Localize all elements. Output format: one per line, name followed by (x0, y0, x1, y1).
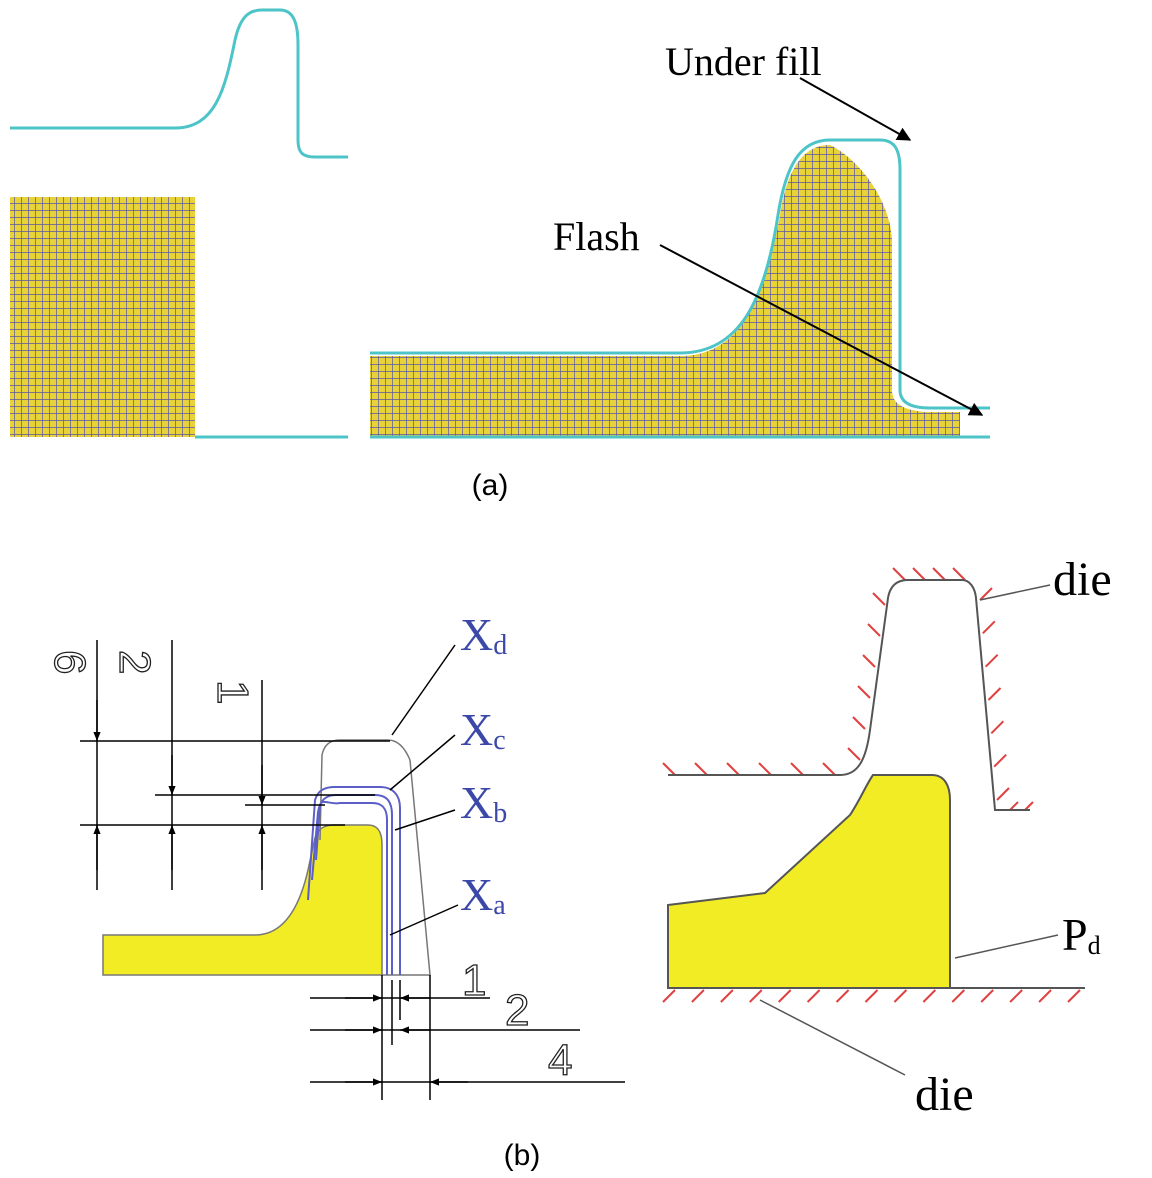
hatch (996, 787, 1010, 801)
billet-mesh (10, 197, 195, 437)
hatch (980, 989, 994, 1003)
forged-mesh (370, 145, 960, 437)
hatch (979, 587, 993, 601)
die-outline (370, 138, 990, 439)
caption: (b) (504, 1139, 541, 1172)
hatch (847, 747, 861, 761)
hatch (749, 989, 763, 1003)
dimension-lines (80, 640, 625, 1100)
hatch (912, 567, 926, 581)
hatch (982, 620, 996, 635)
hatch (726, 762, 740, 776)
hatch (758, 762, 772, 776)
hatch (694, 762, 708, 776)
upper-die (668, 579, 1030, 811)
hatch (867, 623, 881, 637)
hatch (893, 989, 908, 1003)
x-label: Xc (460, 704, 506, 756)
workpiece (667, 774, 951, 989)
arrow (659, 244, 984, 416)
upper-die (10, 8, 348, 159)
hatch (984, 653, 999, 668)
caption: (a) (472, 469, 509, 502)
dim-label: 6 (45, 650, 94, 674)
hatch (857, 685, 871, 699)
hatch (1009, 801, 1019, 811)
preform (102, 824, 383, 976)
hatch (987, 687, 1002, 701)
leaders (759, 584, 1059, 1076)
hatch (862, 654, 876, 668)
hatch (691, 989, 705, 1003)
dim-label: 2 (505, 986, 529, 1035)
dim-label: 4 (548, 1036, 572, 1085)
label-flash: Flash (553, 214, 640, 259)
hatch (778, 989, 792, 1003)
hatch (662, 989, 676, 1003)
hatch (1009, 989, 1023, 1003)
x-label: Xa (460, 869, 506, 921)
label-die: die (915, 1068, 974, 1121)
hatch (720, 989, 734, 1003)
hatch (806, 989, 821, 1003)
hatching (662, 567, 1081, 1003)
hatch (852, 716, 866, 730)
label-die: die (1053, 553, 1112, 606)
panel-a: Under fill Flash (a) (10, 8, 990, 502)
label-underfill: Under fill (665, 39, 822, 84)
hatch (822, 762, 836, 776)
panel-b-right: die Pd die (b) (504, 553, 1112, 1172)
hatch (1038, 989, 1052, 1003)
hatch (864, 989, 879, 1003)
hatch (990, 720, 1005, 735)
hatch (662, 762, 676, 776)
hatch (1024, 801, 1034, 811)
arrow (799, 77, 912, 141)
x-label: Xb (460, 777, 507, 829)
hatch (993, 753, 1007, 768)
dim-label: 1 (462, 956, 486, 1005)
hatch (1067, 989, 1081, 1003)
hatch (835, 989, 850, 1003)
dim-label: 2 (110, 650, 159, 674)
hatch (922, 989, 937, 1003)
dim-label: 1 (208, 680, 257, 704)
x-label: Xd (460, 609, 507, 661)
panel-b-left: 6 2 1 1 2 4 Xd Xc Xb Xa (44, 609, 625, 1100)
hatch (892, 567, 906, 581)
hatch (952, 567, 966, 581)
hatch (951, 989, 965, 1003)
hatch (790, 762, 804, 776)
hatch (932, 567, 946, 581)
label-pd: Pd (1062, 909, 1101, 960)
hatch (872, 592, 886, 606)
die-profile (319, 739, 431, 976)
